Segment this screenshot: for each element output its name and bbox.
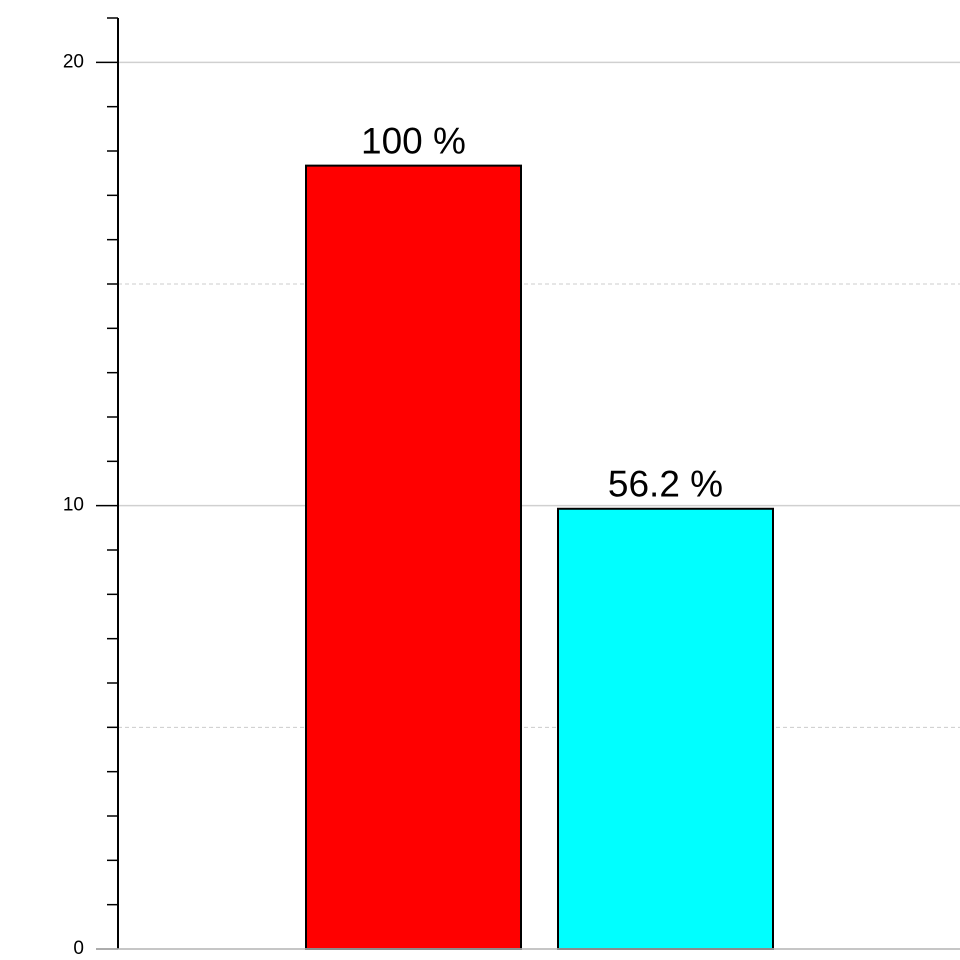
- bar-annotation: 100 %: [361, 120, 466, 161]
- bar: [557, 507, 774, 950]
- y-tick-label: 10: [63, 495, 84, 516]
- bar: [305, 164, 522, 950]
- y-tick-label: 20: [63, 51, 84, 72]
- y-tick-label: 0: [73, 938, 84, 959]
- bar-annotation: 56.2 %: [608, 464, 723, 505]
